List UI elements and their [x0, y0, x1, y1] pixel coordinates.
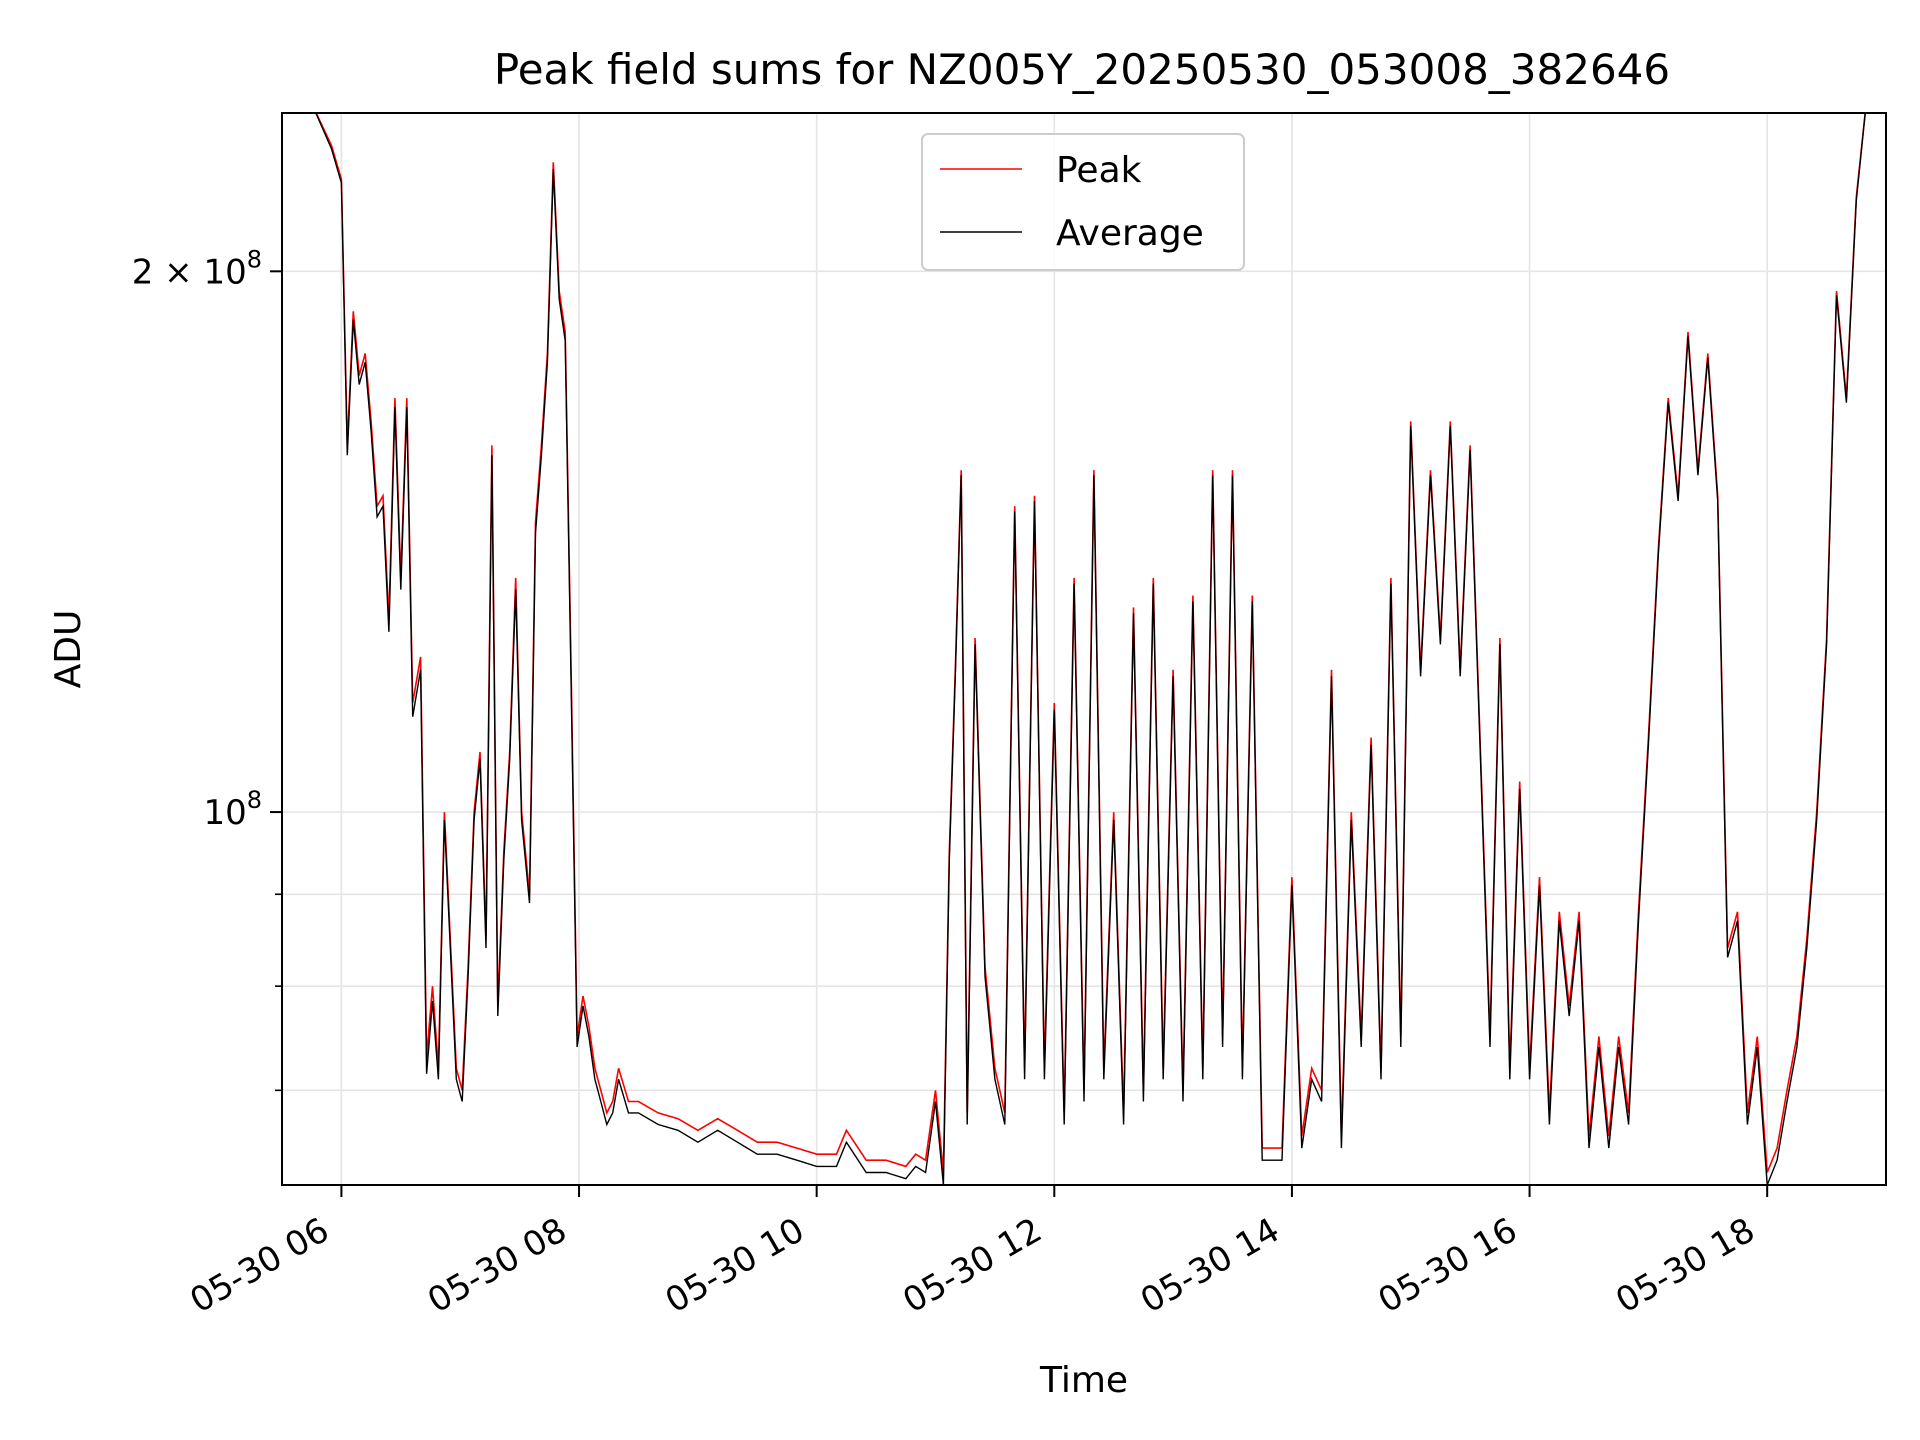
plot-area — [315, 113, 1866, 1185]
y-axis-label: ADU — [48, 610, 89, 689]
series-line-average — [315, 113, 1866, 1185]
y-tick-label: 2 × 108 — [132, 245, 262, 292]
x-axis-label: Time — [1039, 1360, 1128, 1401]
legend-box — [921, 133, 1245, 271]
legend: Peak Average — [921, 133, 1245, 271]
y-tick-label: 108 — [203, 786, 262, 833]
legend-label-peak: Peak — [1056, 150, 1142, 191]
plot-frame — [281, 112, 1887, 1186]
legend-label-average: Average — [1056, 213, 1204, 254]
chart-title: Peak field sums for NZ005Y_20250530_0530… — [494, 45, 1670, 94]
